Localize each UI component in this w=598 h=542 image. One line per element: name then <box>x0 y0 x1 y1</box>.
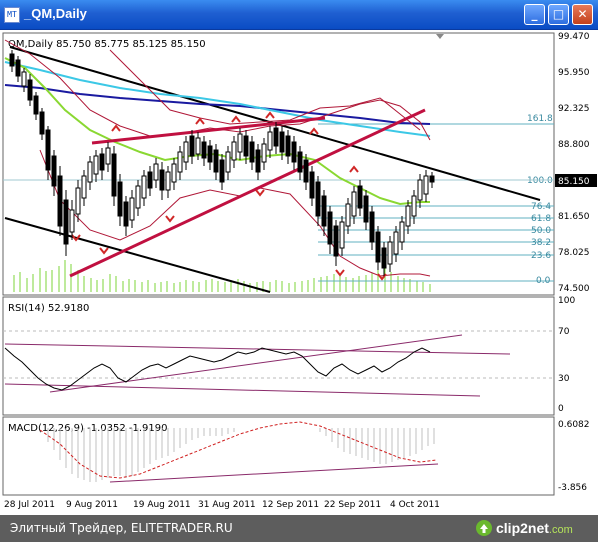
footer-credit: Элитный Трейдер, ELITETRADER.RU <box>10 521 233 535</box>
minimize-button[interactable]: _ <box>524 4 545 25</box>
clip2net-wordmark: clip2net.com <box>496 520 573 536</box>
fibonacci-labels: 161.8 100.0 76.4 61.8 50.0 38.2 23.6 0.0 <box>527 114 553 286</box>
clip2net-logo[interactable]: clip2net.com <box>474 518 592 539</box>
price-tick-label: 95.950 <box>558 68 590 78</box>
channel-lower-line <box>4 217 271 293</box>
rsi-axis: 100 70 30 0 <box>558 296 575 414</box>
cyan-moving-average <box>4 61 431 137</box>
close-button[interactable]: ✕ <box>572 4 593 25</box>
time-tick-label: 22 Sep 2011 <box>324 500 381 510</box>
current-price-marker <box>555 174 597 187</box>
macd-tick-label: 0.6082 <box>558 420 590 430</box>
rsi-trendline-1 <box>4 343 511 355</box>
volume-bars <box>13 260 431 292</box>
fractal-arrows <box>71 111 387 281</box>
macd-tick-label: -3.856 <box>558 483 587 493</box>
envelope-outer <box>109 49 421 131</box>
time-tick-label: 19 Aug 2011 <box>133 500 191 510</box>
candlesticks <box>9 50 435 276</box>
window-titlebar[interactable]: MT _QM,Daily _ □ ✕ <box>0 0 598 30</box>
price-tick-label: 74.500 <box>558 284 590 294</box>
rsi-tick-label: 100 <box>558 296 575 306</box>
time-axis: 28 Jul 2011 9 Aug 2011 19 Aug 2011 31 Au… <box>4 500 440 510</box>
time-tick-label: 12 Sep 2011 <box>262 500 319 510</box>
rsi-tick-label: 70 <box>558 327 570 337</box>
rsi-header: RSI(14) 52.9180 <box>8 303 89 314</box>
price-tick-label: 92.325 <box>558 104 590 114</box>
time-tick-label: 9 Aug 2011 <box>66 500 118 510</box>
macd-signal-line <box>39 421 437 479</box>
window-title: _QM,Daily <box>24 6 87 21</box>
fib-label: 50.0 <box>531 226 551 236</box>
fib-label: 0.0 <box>536 276 551 286</box>
fib-label: 23.6 <box>531 251 551 261</box>
fib-label: 38.2 <box>531 238 551 248</box>
footer-bar: Элитный Трейдер, ELITETRADER.RU clip2net… <box>0 515 598 542</box>
fib-label: 61.8 <box>531 214 551 224</box>
red-resistance-line <box>91 116 326 145</box>
macd-panel-frame <box>2 416 555 496</box>
macd-axis: 0.6082 -3.856 <box>558 420 590 493</box>
clip2net-icon <box>476 520 492 536</box>
time-tick-label: 4 Oct 2011 <box>390 500 440 510</box>
logo-name: clip2net <box>496 520 549 536</box>
rsi-trendline-3 <box>4 383 481 397</box>
fib-label: 100.0 <box>527 176 553 186</box>
current-price-label: 85.150 <box>558 177 590 187</box>
chart-window-icon: MT <box>4 7 20 23</box>
rsi-tick-label: 0 <box>558 404 564 414</box>
red-support-line <box>69 108 426 278</box>
price-tick-label: 78.025 <box>558 248 590 258</box>
logo-tld: .com <box>548 524 573 536</box>
chart-area[interactable]: QM,Daily 85.750 85.775 85.125 85.150 99.… <box>0 30 598 515</box>
price-tick-label: 88.800 <box>558 140 590 150</box>
maximize-button[interactable]: □ <box>548 4 569 25</box>
rsi-trendline-2 <box>49 334 463 393</box>
fib-label: 76.4 <box>531 202 551 212</box>
time-tick-label: 28 Jul 2011 <box>4 500 55 510</box>
price-tick-label: 81.650 <box>558 212 590 222</box>
rsi-tick-label: 30 <box>558 374 570 384</box>
blue-moving-average <box>4 84 431 125</box>
rsi-panel-frame <box>2 296 555 416</box>
price-tick-label: 99.470 <box>558 32 590 42</box>
macd-header: MACD(12,26,9) -1.0352 -1.9190 <box>8 423 168 434</box>
macd-trendline <box>109 463 439 483</box>
macd-histogram <box>47 428 435 482</box>
panel-marker-icon <box>436 34 444 39</box>
rsi-line <box>4 347 431 391</box>
chart-svg[interactable]: QM,Daily 85.750 85.775 85.125 85.150 99.… <box>0 30 598 515</box>
time-tick-label: 31 Aug 2011 <box>198 500 256 510</box>
price-header: QM,Daily 85.750 85.775 85.125 85.150 <box>8 39 206 50</box>
price-panel-frame <box>2 32 555 296</box>
fib-label: 161.8 <box>527 114 553 124</box>
price-axis: 99.470 95.950 92.325 88.800 81.650 78.02… <box>558 32 590 294</box>
